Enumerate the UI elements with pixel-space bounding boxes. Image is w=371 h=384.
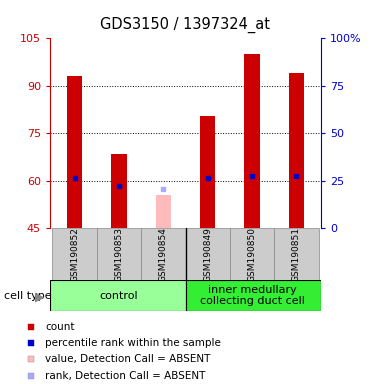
Bar (111, 154, 127, 228)
Bar (244, 54, 260, 228)
Bar (186, 228, 230, 280)
Text: GDS3150 / 1397324_at: GDS3150 / 1397324_at (101, 17, 270, 33)
Text: ▶: ▶ (35, 290, 45, 303)
Text: rank, Detection Call = ABSENT: rank, Detection Call = ABSENT (45, 371, 206, 381)
Text: value, Detection Call = ABSENT: value, Detection Call = ABSENT (45, 354, 210, 364)
Text: GSM190854: GSM190854 (159, 227, 168, 282)
Bar (97, 228, 141, 280)
Text: GSM190849: GSM190849 (203, 227, 212, 282)
Bar (155, 195, 171, 228)
Bar (274, 228, 319, 280)
Text: percentile rank within the sample: percentile rank within the sample (45, 338, 221, 348)
Text: GSM190853: GSM190853 (114, 227, 124, 282)
Bar (52, 228, 97, 280)
Bar (141, 228, 186, 280)
Text: control: control (99, 291, 138, 301)
Bar (289, 73, 304, 228)
Bar (200, 116, 216, 228)
Text: GSM190850: GSM190850 (247, 227, 257, 282)
Text: GSM190851: GSM190851 (292, 227, 301, 282)
Bar (186, 280, 321, 311)
Bar (50, 280, 186, 311)
Text: cell type: cell type (4, 291, 51, 301)
Bar (230, 228, 274, 280)
Text: count: count (45, 321, 75, 332)
Text: GSM190852: GSM190852 (70, 227, 79, 282)
Text: inner medullary
collecting duct cell: inner medullary collecting duct cell (200, 285, 305, 306)
Bar (67, 76, 82, 228)
